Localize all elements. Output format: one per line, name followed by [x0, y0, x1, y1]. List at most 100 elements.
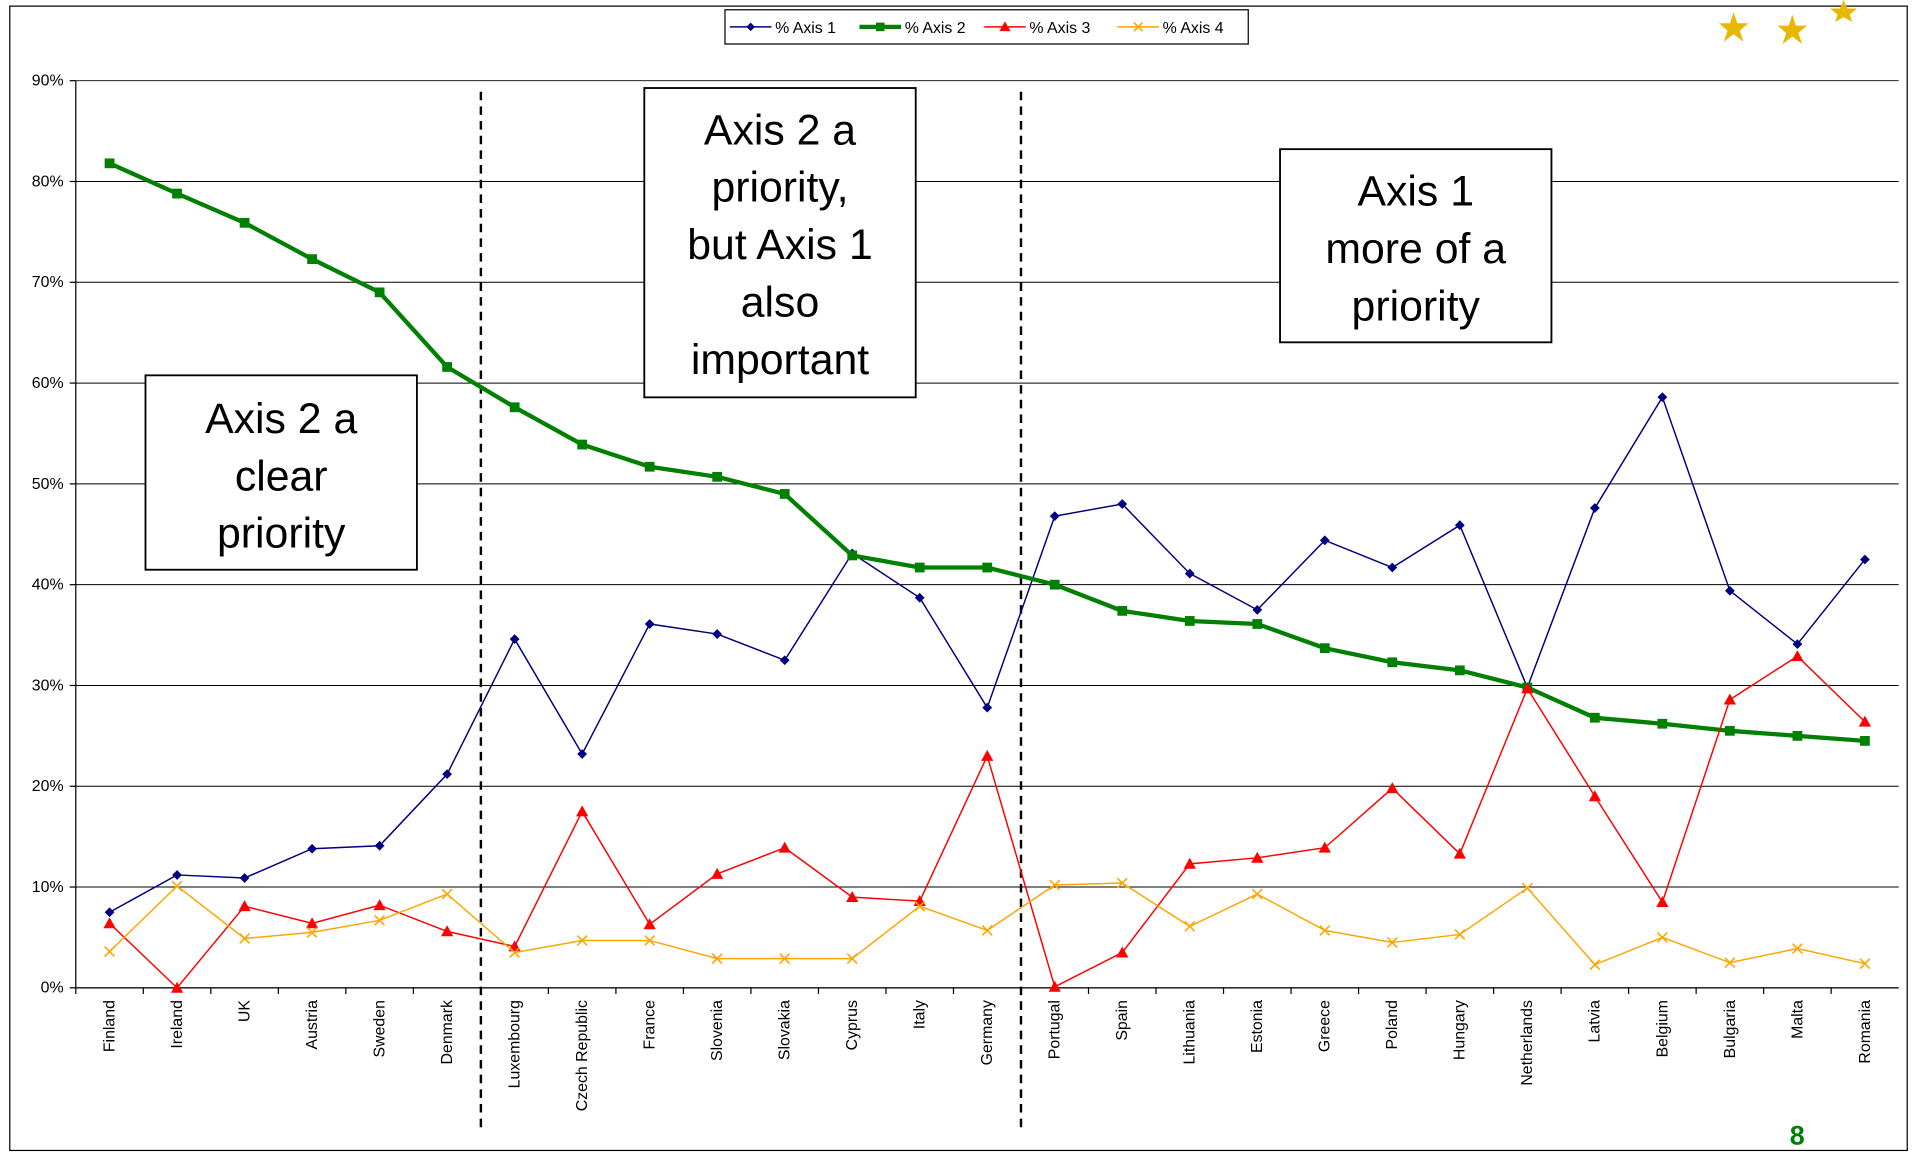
point [239, 933, 251, 944]
x-tick-label: Malta [1789, 1000, 1806, 1039]
y-tick-label: 90% [32, 73, 64, 90]
point [307, 843, 317, 854]
point [1251, 851, 1264, 863]
point [373, 899, 386, 911]
y-tick-label: 0% [41, 980, 64, 997]
series [104, 877, 1871, 971]
point [643, 918, 656, 930]
point [172, 188, 182, 199]
point [1048, 980, 1061, 992]
x-tick-label: Slovenia [709, 1000, 726, 1061]
point [1117, 605, 1128, 616]
point [914, 592, 925, 603]
point [1319, 643, 1330, 654]
point [779, 489, 790, 499]
point [981, 749, 994, 761]
x-tick-label: Portugal [1047, 1000, 1064, 1059]
series [104, 158, 1870, 746]
point [305, 917, 319, 929]
point [999, 21, 1011, 32]
x-tick-label: Germany [979, 1000, 996, 1065]
x-tick-label: Ireland [169, 1000, 186, 1049]
x-tick-label: Cyprus [844, 1000, 861, 1050]
point [779, 953, 791, 965]
point [981, 924, 993, 936]
point [1184, 568, 1195, 579]
point [374, 287, 385, 298]
point [1657, 718, 1668, 729]
annotation-text: clear [235, 452, 328, 500]
legend-label: % Axis 2 [905, 20, 966, 37]
point [1860, 736, 1870, 746]
point [1117, 499, 1128, 509]
legend-label: % Axis 1 [775, 20, 836, 37]
x-tick-label: Latvia [1587, 1000, 1604, 1043]
point [1183, 857, 1196, 869]
point [1791, 943, 1803, 954]
point [239, 217, 250, 228]
point [1589, 712, 1600, 723]
point [1859, 958, 1871, 970]
point [1184, 616, 1195, 626]
point [1049, 579, 1060, 590]
y-tick-label: 80% [32, 173, 64, 190]
point [1387, 562, 1398, 573]
point [1454, 665, 1465, 676]
point [1521, 682, 1534, 694]
annotation-text: priority [217, 510, 346, 558]
point [577, 439, 588, 450]
x-tick-label: Austria [304, 1000, 321, 1050]
point [847, 550, 858, 561]
stars [1718, 0, 1858, 45]
point [1133, 22, 1144, 32]
x-tick-label: Belgium [1654, 1000, 1671, 1057]
chart-body: 8 0% 10% 20% 30% 40% 50% 60% 70% 80% 90% Finland Ir… [9, 0, 1908, 1152]
point [1116, 946, 1129, 958]
x-tick-label: UK [236, 1000, 253, 1022]
point [1657, 392, 1668, 403]
point [509, 402, 520, 413]
point [1454, 928, 1466, 940]
point [441, 925, 454, 937]
x-tick-label: Slovakia [777, 1000, 794, 1060]
point [982, 702, 993, 713]
point [746, 22, 755, 32]
y-tick-label: 70% [32, 274, 64, 291]
point [1791, 650, 1804, 662]
annotation-text: Axis 2 a [704, 106, 856, 154]
point [1724, 585, 1735, 596]
point [1858, 715, 1872, 727]
point [712, 629, 723, 639]
x-tick-label: Greece [1317, 1000, 1334, 1052]
legend-label: % Axis 4 [1163, 20, 1224, 37]
point [1184, 920, 1196, 932]
point [307, 254, 317, 264]
point [104, 158, 115, 169]
point [1252, 619, 1263, 629]
point [576, 805, 589, 817]
annotation-text: also [741, 279, 819, 327]
y-tick-label: 50% [32, 476, 64, 493]
point [577, 749, 588, 759]
point [1656, 931, 1668, 943]
point [644, 619, 655, 629]
point [1251, 888, 1263, 900]
point [1792, 730, 1803, 741]
point [1656, 896, 1669, 908]
x-tick-label: Sweden [372, 1000, 389, 1057]
annotation-text: priority [1352, 282, 1481, 330]
point [1116, 877, 1128, 889]
x-tick-label: Bulgaria [1722, 1000, 1739, 1058]
point [374, 914, 386, 926]
point [306, 926, 318, 938]
point [1792, 639, 1803, 650]
y-tick-label: 40% [32, 577, 64, 594]
x-tick-label: France [642, 1000, 659, 1050]
point [1049, 879, 1061, 891]
point [875, 22, 885, 32]
annotation-text: but Axis 1 [687, 221, 873, 269]
annotation-text: more of a [1325, 225, 1506, 273]
point [1049, 511, 1060, 522]
point [1588, 790, 1601, 802]
